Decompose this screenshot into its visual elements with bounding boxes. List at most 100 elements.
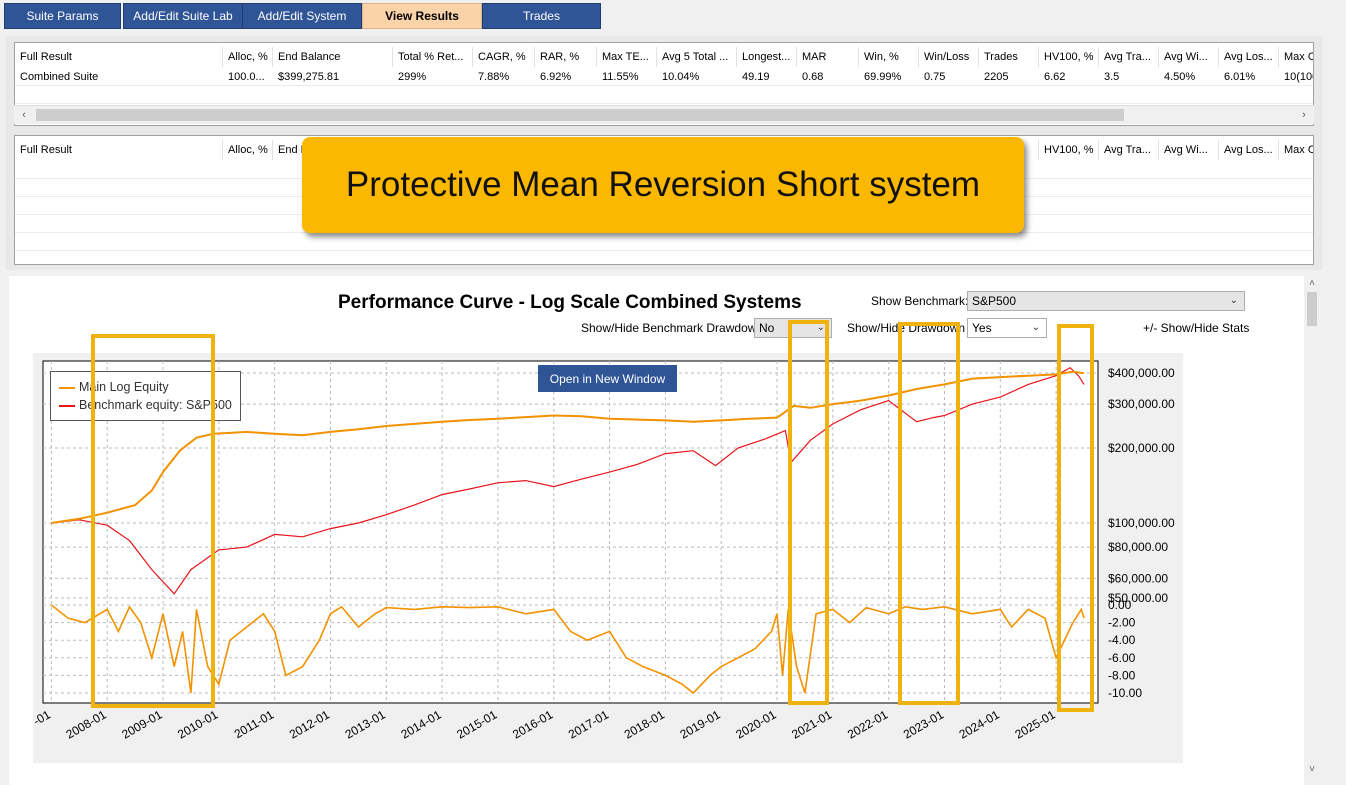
- table-cell: 69.99%: [864, 71, 902, 83]
- column-header[interactable]: Max TE...: [597, 47, 657, 67]
- table-cell: 0.68: [802, 71, 824, 83]
- column-header[interactable]: CAGR, %: [473, 47, 535, 67]
- legend-label-benchmark: Benchmark equity: S&P500: [79, 398, 232, 412]
- column-header[interactable]: Avg Tra...: [1099, 47, 1159, 67]
- tab-strip: Suite Params Add/Edit Suite Lab Add/Edit…: [0, 0, 1346, 32]
- scrollbar-thumb[interactable]: [36, 109, 1124, 121]
- table-cell: 4.50%: [1164, 71, 1196, 83]
- table-cell: 3.5: [1104, 71, 1120, 83]
- benchmark-drawdown-select[interactable]: No ⌄: [754, 318, 832, 338]
- column-header[interactable]: Max Op: [1279, 140, 1313, 160]
- drawdown-tick-label: -8.00: [1108, 668, 1136, 682]
- table-cell: 6.92%: [540, 71, 572, 83]
- legend-swatch-benchmark: [59, 404, 75, 407]
- column-header[interactable]: Total % Ret...: [393, 47, 473, 67]
- tab-view-results[interactable]: View Results: [362, 3, 482, 29]
- show-benchmark-label: Show Benchmark:: [871, 294, 969, 308]
- column-header[interactable]: Win/Loss: [919, 47, 979, 67]
- row-divider: [15, 103, 1313, 104]
- table-cell: 299%: [398, 71, 427, 83]
- series-line-equity: [51, 370, 1085, 524]
- benchmark-drawdown-value: No: [759, 321, 775, 335]
- row-divider: [15, 250, 1313, 251]
- column-header[interactable]: Max Op: [1279, 47, 1313, 67]
- column-header[interactable]: Avg Los...: [1219, 140, 1279, 160]
- series-line-benchmark: [51, 366, 1085, 595]
- show-hide-stats-link[interactable]: +/- Show/Hide Stats: [1143, 321, 1250, 335]
- vertical-scrollbar-thumb[interactable]: [1307, 292, 1317, 326]
- column-header[interactable]: Avg Tra...: [1099, 140, 1159, 160]
- y-tick-label: $100,000.00: [1108, 516, 1175, 530]
- column-header[interactable]: Avg Los...: [1219, 47, 1279, 67]
- column-header[interactable]: Win, %: [859, 47, 919, 67]
- open-new-window-button[interactable]: Open in New Window: [538, 365, 677, 392]
- column-header[interactable]: [979, 140, 1039, 160]
- legend-item-equity: Main Log Equity: [59, 378, 169, 396]
- scroll-right-icon[interactable]: ›: [1302, 109, 1306, 121]
- tab-trades[interactable]: Trades: [482, 3, 601, 29]
- chevron-down-icon: ⌄: [1229, 295, 1238, 306]
- column-header[interactable]: Trades: [979, 47, 1039, 67]
- column-header[interactable]: HV100, %: [1039, 47, 1099, 67]
- y-tick-label: $80,000.00: [1108, 540, 1168, 554]
- column-header[interactable]: Alloc, %: [223, 140, 273, 160]
- scroll-down-icon[interactable]: ˅: [1309, 764, 1315, 775]
- scroll-left-icon[interactable]: ‹: [22, 109, 26, 121]
- table-cell: 0.75: [924, 71, 946, 83]
- horizontal-scrollbar[interactable]: ‹ ›: [14, 105, 1314, 124]
- drawdown-label: Show/Hide Drawdown: [847, 321, 966, 335]
- column-header[interactable]: RAR, %: [535, 47, 597, 67]
- chevron-down-icon: ⌄: [816, 322, 825, 333]
- drawdown-tick-label: -4.00: [1108, 633, 1136, 647]
- legend-label-equity: Main Log Equity: [79, 380, 169, 394]
- drawdown-tick-label: -6.00: [1108, 651, 1136, 665]
- table-cell: Combined Suite: [20, 71, 99, 83]
- column-header[interactable]: End Balance: [273, 47, 393, 67]
- chart-legend: Main Log Equity Benchmark equity: S&P500: [50, 371, 241, 421]
- drawdown-tick-label: -2.00: [1108, 616, 1136, 630]
- column-header[interactable]: Full Result: [15, 47, 223, 67]
- table-cell: 10(100: [1284, 71, 1313, 83]
- column-header[interactable]: Avg 5 Total ...: [657, 47, 737, 67]
- column-header[interactable]: Full Result: [15, 140, 223, 160]
- column-header[interactable]: Avg Wi...: [1159, 140, 1219, 160]
- y-tick-label: $50,000.00: [1108, 591, 1168, 605]
- y-tick-label: $60,000.00: [1108, 571, 1168, 585]
- table-cell: $399,275.81: [278, 71, 340, 83]
- tab-suite-params[interactable]: Suite Params: [4, 3, 121, 29]
- benchmark-select-value: S&P500: [972, 294, 1017, 308]
- table-cell: 6.01%: [1224, 71, 1256, 83]
- benchmark-drawdown-label: Show/Hide Benchmark Drawdown:: [581, 321, 767, 335]
- y-tick-label: $200,000.00: [1108, 441, 1175, 455]
- y-tick-label: $300,000.00: [1108, 397, 1175, 411]
- legend-item-benchmark: Benchmark equity: S&P500: [59, 396, 232, 414]
- benchmark-select[interactable]: S&P500 ⌄: [967, 291, 1245, 311]
- column-header[interactable]: HV100, %: [1039, 140, 1099, 160]
- table-cell: 7.88%: [478, 71, 510, 83]
- tab-add-edit-system[interactable]: Add/Edit System: [242, 3, 362, 29]
- scroll-up-icon[interactable]: ˄: [1309, 278, 1315, 289]
- table-cell: 49.19: [742, 71, 770, 83]
- table-cell: 10.04%: [662, 71, 700, 83]
- chart-title: Performance Curve - Log Scale Combined S…: [338, 292, 802, 313]
- vertical-scrollbar[interactable]: ˄ ˅: [1304, 276, 1320, 785]
- table-cell: 2205: [984, 71, 1009, 83]
- table-cell: 100.0...: [228, 71, 265, 83]
- tab-add-edit-suite-lab[interactable]: Add/Edit Suite Lab: [123, 3, 243, 29]
- drawdown-tick-label: -10.00: [1108, 686, 1142, 700]
- column-header[interactable]: Alloc, %: [223, 47, 273, 67]
- legend-swatch-equity: [59, 386, 75, 389]
- chevron-down-icon: ⌄: [1031, 322, 1040, 333]
- annotation-banner: Protective Mean Reversion Short system: [302, 137, 1024, 233]
- drawdown-select-value: Yes: [972, 321, 992, 335]
- column-header[interactable]: Longest...: [737, 47, 797, 67]
- column-header[interactable]: MAR: [797, 47, 859, 67]
- drawdown-select[interactable]: Yes ⌄: [967, 318, 1047, 338]
- series-line-drawdown: [50, 604, 1085, 695]
- table-cell: 11.55%: [602, 71, 639, 83]
- column-header[interactable]: Avg Wi...: [1159, 47, 1219, 67]
- row-divider: [15, 85, 1313, 86]
- y-tick-label: $400,000.00: [1108, 366, 1175, 380]
- performance-chart: $400,000.00 $300,000.00 $200,000.00 $100,00…: [33, 353, 1183, 763]
- drawdown-tick-label: 0.00: [1108, 598, 1132, 612]
